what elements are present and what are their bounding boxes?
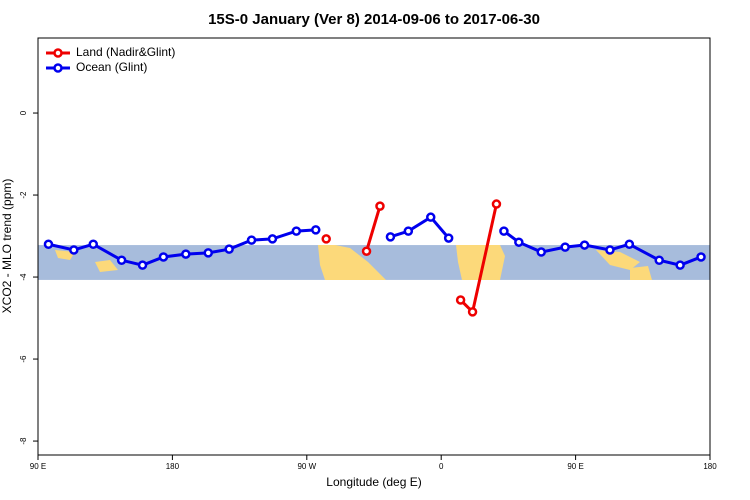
legend-marker xyxy=(53,63,63,73)
y-tick-label: -6 xyxy=(19,355,28,363)
x-tick-label: 0 xyxy=(439,462,444,471)
data-point xyxy=(88,239,99,249)
data-point xyxy=(137,260,148,270)
data-point xyxy=(321,234,331,244)
plot-frame xyxy=(37,37,711,456)
y-tick-label: 0 xyxy=(19,110,28,115)
data-point xyxy=(403,226,414,236)
legend-label: Land (Nadir&Glint) xyxy=(76,45,175,59)
x-tick-label: 180 xyxy=(703,462,717,471)
data-point xyxy=(560,242,570,252)
x-tick-label: 90 E xyxy=(30,462,46,471)
land-mask xyxy=(55,245,652,280)
x-axis-label: Longitude (deg E) xyxy=(326,475,421,489)
data-point xyxy=(246,235,257,245)
data-point xyxy=(43,239,54,249)
data-point xyxy=(579,240,590,250)
data-point xyxy=(385,232,396,242)
data-point xyxy=(375,201,385,211)
data-point xyxy=(311,225,321,235)
legend-marker xyxy=(53,48,63,58)
data-point xyxy=(536,247,547,257)
y-tick-label: -8 xyxy=(19,437,28,445)
data-point xyxy=(158,252,169,262)
y-tick-label: -2 xyxy=(19,191,28,199)
data-point xyxy=(291,226,302,236)
x-tick-label: 90 W xyxy=(297,462,316,471)
data-point xyxy=(116,255,127,265)
data-point xyxy=(224,244,234,254)
y-tick-label: -4 xyxy=(19,273,28,281)
data-point xyxy=(675,260,685,270)
data-point xyxy=(696,252,706,262)
data-point xyxy=(491,199,502,209)
data-point xyxy=(654,255,664,265)
y-axis-label: XCO2 - MLO trend (ppm) xyxy=(0,179,14,314)
data-point xyxy=(361,246,372,256)
data-point xyxy=(69,245,79,255)
data-point xyxy=(467,307,478,317)
data-point xyxy=(181,249,191,259)
data-point xyxy=(267,234,278,244)
data-point xyxy=(499,226,509,236)
data-point xyxy=(605,245,615,255)
x-tick-label: 90 E xyxy=(567,462,583,471)
chart-title: 15S-0 January (Ver 8) 2014-09-06 to 2017… xyxy=(208,11,540,28)
x-tick-label: 180 xyxy=(166,462,180,471)
data-point xyxy=(624,239,635,249)
data-point xyxy=(203,248,213,258)
data-point xyxy=(514,237,524,247)
data-point xyxy=(455,295,466,305)
data-point xyxy=(443,233,454,243)
legend-label: Ocean (Glint) xyxy=(76,60,147,74)
data-point xyxy=(425,212,436,222)
